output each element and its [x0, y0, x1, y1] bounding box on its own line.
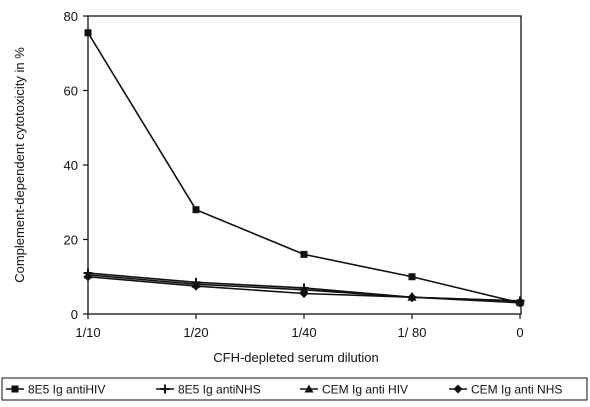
x-tick-label: 1/ 80 — [398, 325, 427, 340]
x-axis: 1/10 1/20 1/40 1/ 80 0 — [75, 314, 524, 340]
x-tick-label: 1/20 — [183, 325, 208, 340]
x-tick-label: 1/10 — [75, 325, 100, 340]
data-point-square — [408, 273, 416, 281]
series-1 — [84, 29, 524, 307]
y-axis: 0 20 40 60 80 — [64, 9, 88, 322]
plot-area — [87, 15, 522, 315]
data-point-square — [192, 206, 200, 214]
legend-box — [1, 377, 588, 401]
legend-label: 8E5 Ig antiHIV — [28, 383, 105, 397]
y-tick-label: 0 — [71, 307, 78, 322]
legend-item: CEM Ig anti NHS — [449, 383, 562, 397]
legend-label: CEM Ig anti NHS — [471, 383, 562, 397]
legend-marker-cross — [160, 384, 170, 394]
data-point-square — [84, 29, 92, 37]
data-point-diamond — [299, 289, 309, 299]
y-tick-label: 40 — [64, 158, 78, 173]
series-line — [87, 32, 521, 304]
y-tick-label: 20 — [64, 233, 78, 248]
data-point-diamond — [515, 298, 525, 308]
plot-frame — [87, 15, 522, 315]
y-tick-label: 80 — [64, 9, 78, 24]
legend-marker-triangle — [304, 384, 314, 393]
data-point-square — [300, 250, 308, 258]
data-point-diamond — [83, 272, 93, 282]
y-axis-label: Complement-dependent cytotoxicity in % — [12, 47, 27, 283]
series-group — [83, 29, 525, 308]
y-tick-label: 60 — [64, 84, 78, 99]
legend-item: 8E5 Ig antiNHS — [156, 383, 261, 397]
legend-marker-square — [11, 385, 19, 393]
legend: 8E5 Ig antiHIV 8E5 Ig antiNHS CEM Ig anti … — [1, 377, 588, 401]
data-point-diamond — [407, 292, 417, 302]
legend-label: 8E5 Ig antiNHS — [178, 383, 261, 397]
legend-label: CEM Ig anti HIV — [322, 383, 408, 397]
legend-item: CEM Ig anti HIV — [300, 383, 408, 397]
x-axis-label: CFH-depleted serum dilution — [213, 350, 378, 365]
x-tick-label: 1/40 — [291, 325, 316, 340]
legend-marker-diamond — [453, 384, 463, 394]
data-point-diamond — [191, 281, 201, 291]
series-4 — [83, 272, 525, 308]
legend-item: 8E5 Ig antiHIV — [6, 383, 105, 397]
x-tick-label: 0 — [516, 325, 523, 340]
